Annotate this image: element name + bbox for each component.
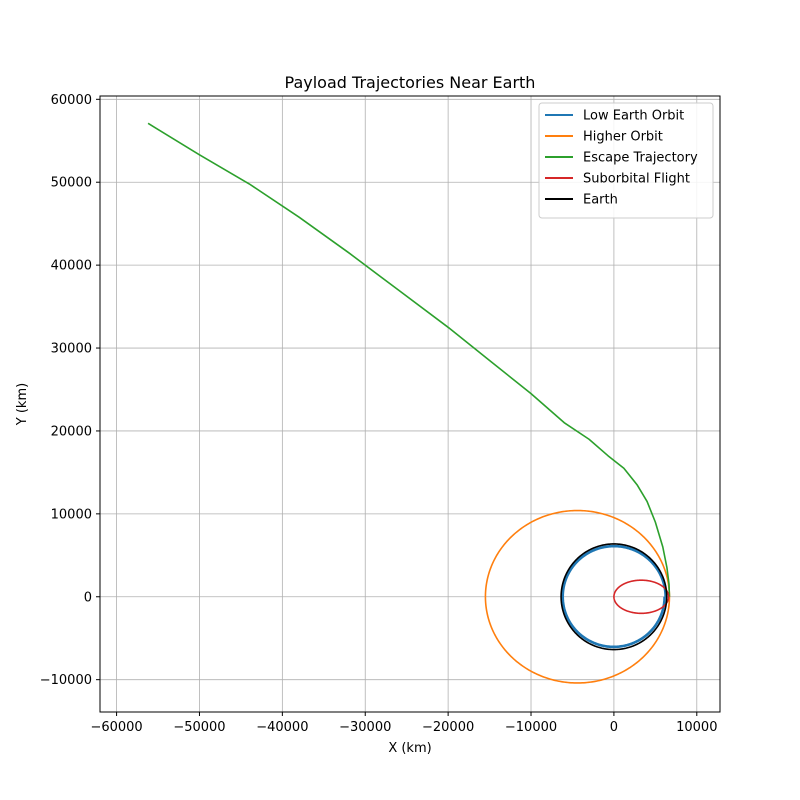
y-tick-label: −10000 <box>40 673 92 688</box>
y-tick-label: 40000 <box>51 259 92 274</box>
y-tick-label: 20000 <box>51 424 92 439</box>
series-lines <box>147 122 671 684</box>
legend-label-earth: Earth <box>583 193 618 208</box>
legend-label-low-earth-orbit: Low Earth Orbit <box>583 109 684 124</box>
x-axis-label: X (km) <box>388 741 431 756</box>
y-tick-label: 30000 <box>51 342 92 357</box>
y-tick-label: 60000 <box>51 93 92 108</box>
y-tick-label: 10000 <box>51 507 92 522</box>
x-tick-label: −20000 <box>422 720 474 735</box>
x-tick-label: 0 <box>610 720 618 735</box>
x-tick-label: −40000 <box>256 720 308 735</box>
x-tick-label: 10000 <box>676 720 717 735</box>
legend-label-higher-orbit: Higher Orbit <box>583 130 663 145</box>
series-line-earth <box>560 543 668 651</box>
legend-box <box>538 102 714 219</box>
chart-title: Payload Trajectories Near Earth <box>285 73 536 92</box>
legend-label-suborbital-flight: Suborbital Flight <box>583 172 690 187</box>
axes-frame <box>99 95 721 713</box>
y-axis-label: Y (km) <box>15 383 30 426</box>
legend: Low Earth Orbit Higher Orbit Escape Trajec… <box>538 102 714 219</box>
y-tick-label: 50000 <box>51 176 92 191</box>
x-tick-label: −10000 <box>505 720 557 735</box>
x-tick-label: −30000 <box>339 720 391 735</box>
series-line-suborbital-flight <box>613 579 670 615</box>
legend-label-escape-trajectory: Escape Trajectory <box>583 151 698 166</box>
series-line-higher-orbit <box>484 509 671 684</box>
y-tick-label: 0 <box>84 590 92 605</box>
series-line-escape-trajectory <box>147 122 671 597</box>
x-tick-label: −50000 <box>173 720 225 735</box>
axis-ticks: −60000 −50000 −40000 −30000 −20000 −10000 0 100… <box>40 93 718 735</box>
x-tick-label: −60000 <box>90 720 142 735</box>
series-line-low-earth-orbit <box>561 544 667 649</box>
